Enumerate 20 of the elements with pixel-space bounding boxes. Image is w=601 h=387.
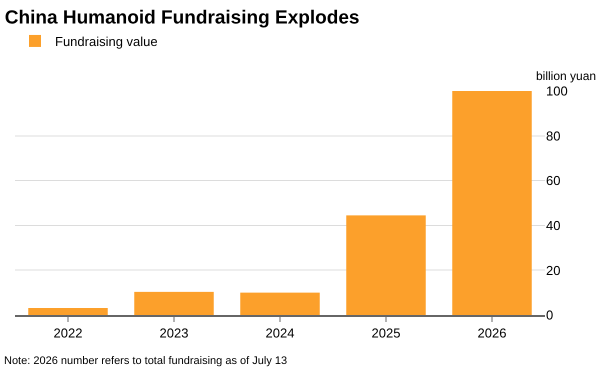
x-tick-label: 2026 [478,325,506,340]
y-tick-label: 0 [546,308,554,323]
y-axis-title: billion yuan [536,69,596,83]
bar [452,91,532,315]
bar [28,308,108,315]
y-tick-label: 80 [546,128,560,144]
bar [346,215,426,315]
y-tick-label: 40 [546,218,560,233]
y-tick-label: 60 [546,173,560,188]
bar [134,292,214,315]
x-tick-label: 2025 [372,325,400,340]
x-tick-label: 2023 [160,325,188,340]
y-tick-label: 20 [546,262,560,278]
y-tick-label: 100 [546,84,568,99]
bar [240,292,320,315]
legend-label: Fundraising value [55,34,158,50]
x-tick-label: 2024 [266,325,294,340]
chart-title: China Humanoid Fundraising Explodes [4,7,360,28]
x-tick-label: 2022 [54,325,82,340]
text: Note: 2026 number refers to total fundraising as of July 13 [4,355,288,367]
